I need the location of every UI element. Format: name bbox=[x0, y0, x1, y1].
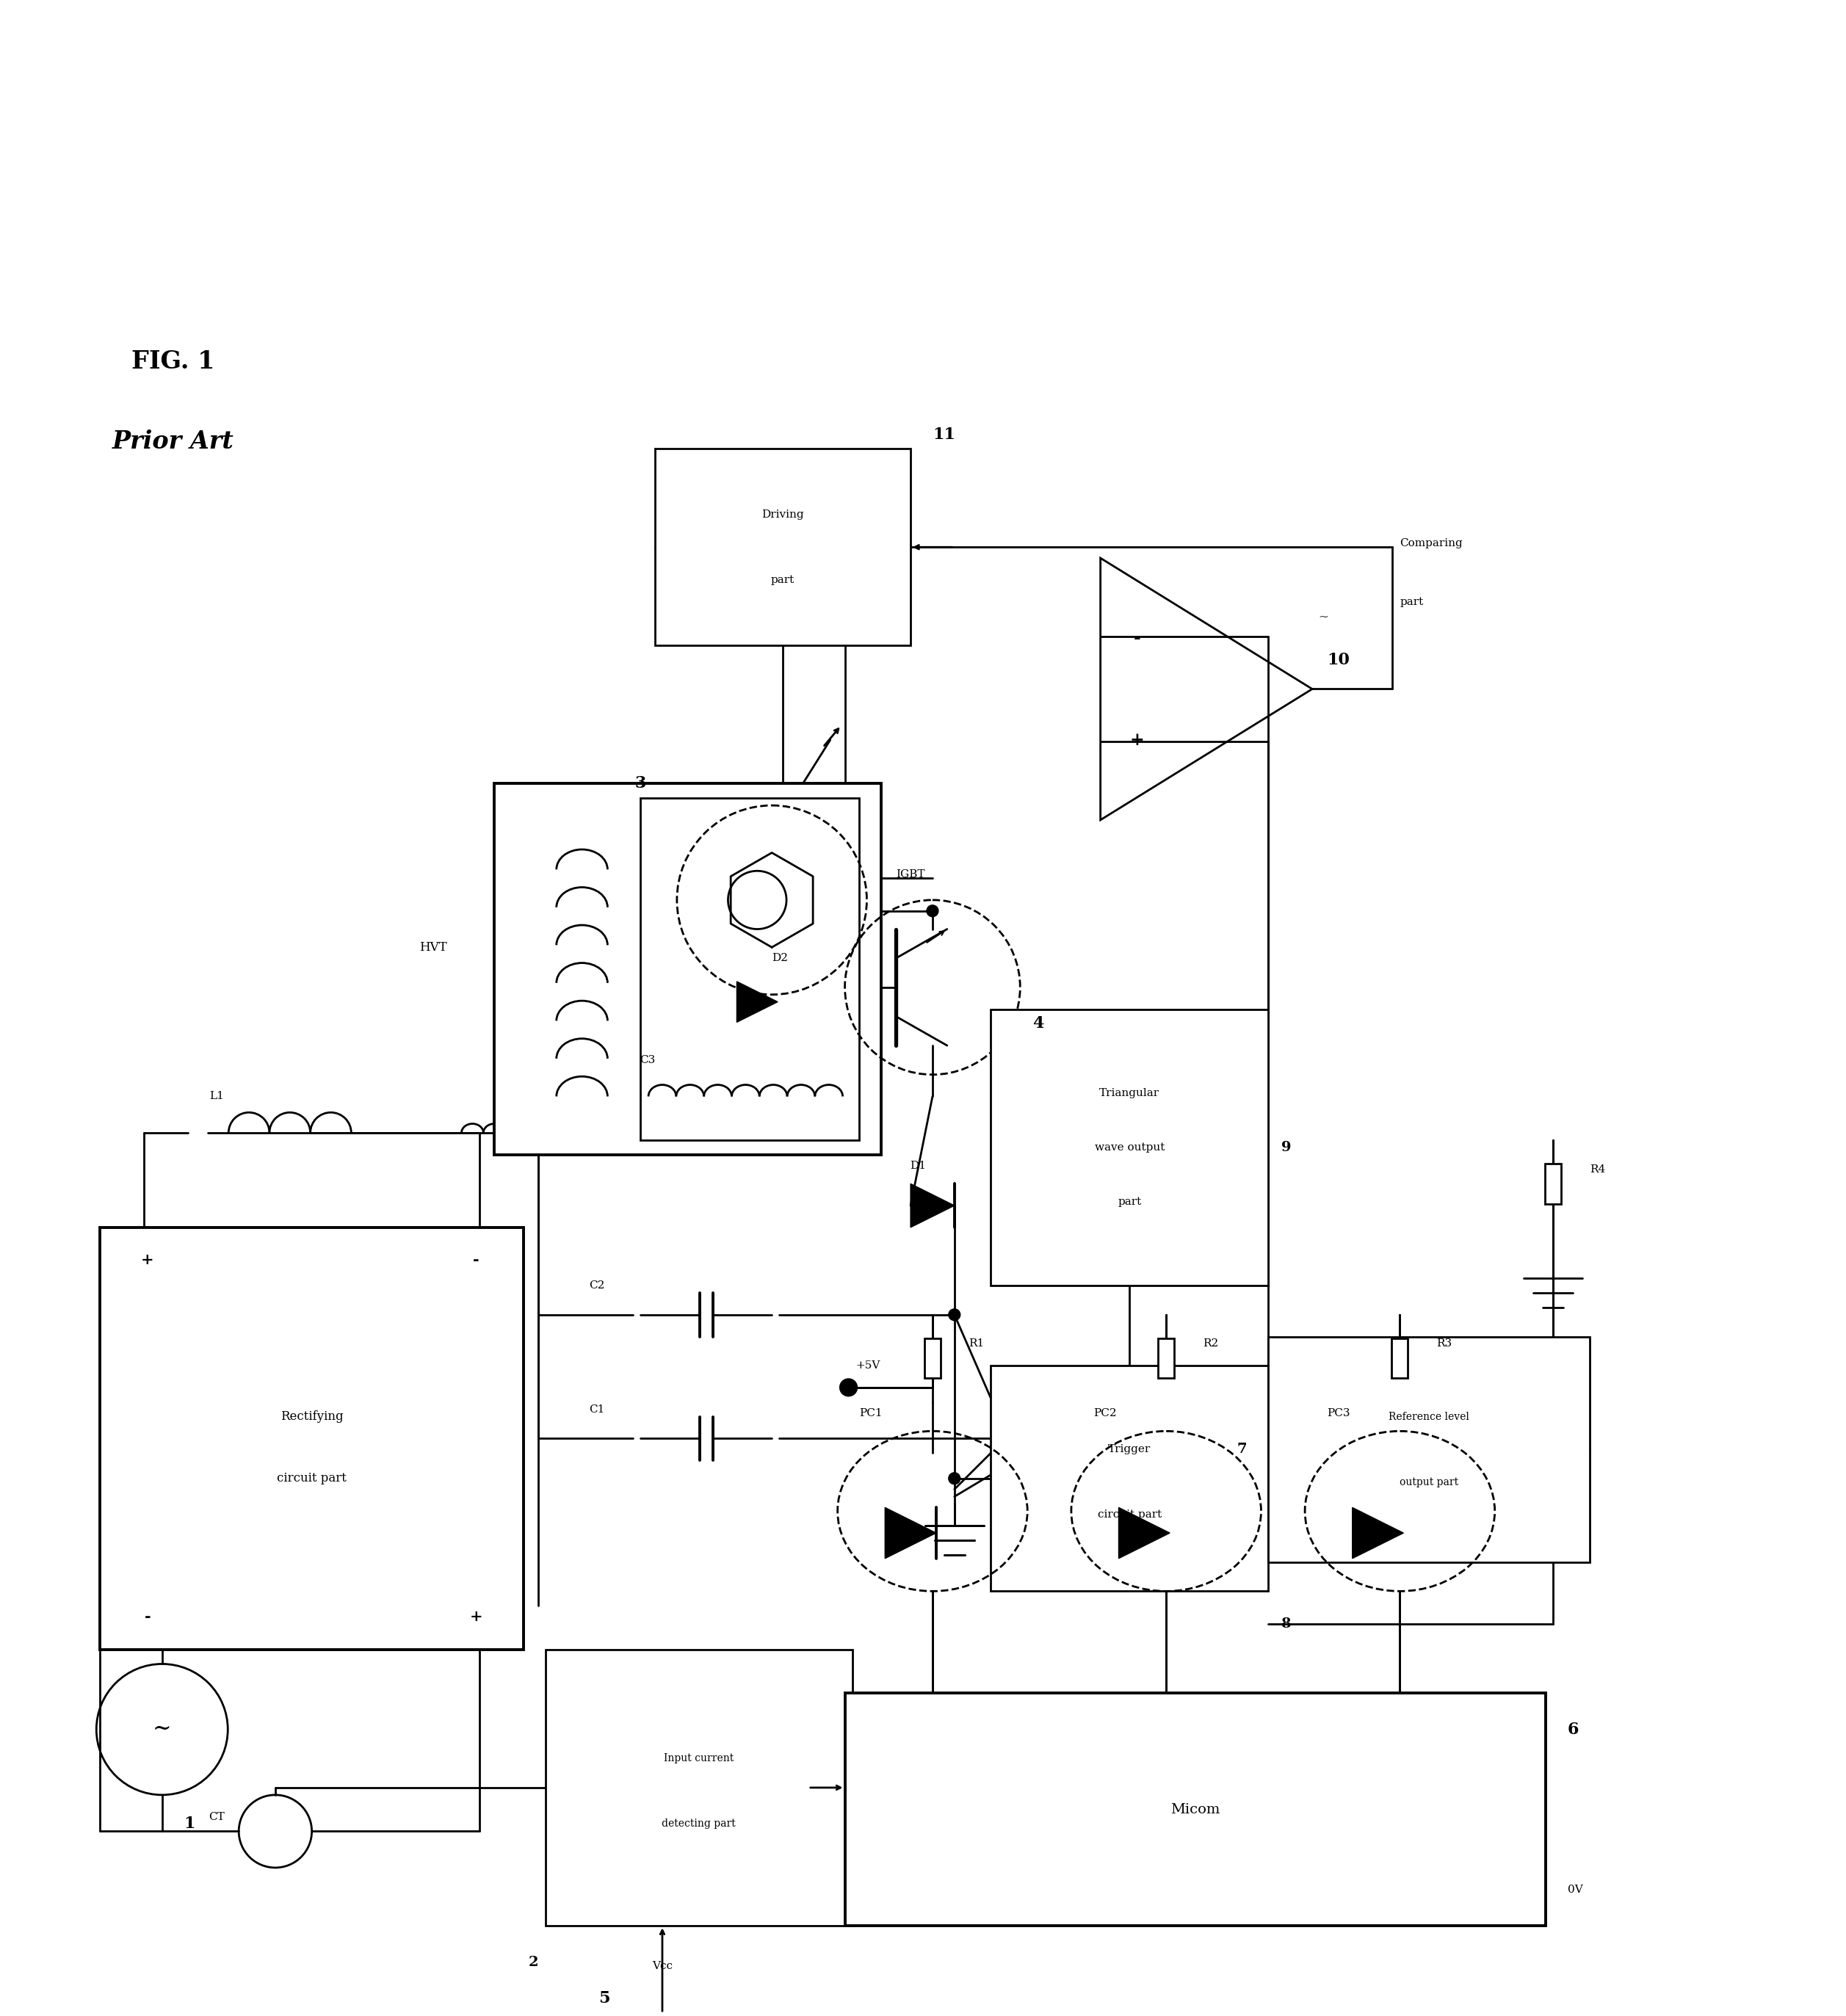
Text: detecting part: detecting part bbox=[663, 1818, 737, 1829]
Text: D2: D2 bbox=[772, 954, 788, 964]
Text: R4: R4 bbox=[1589, 1163, 1606, 1175]
Bar bbox=[1392, 1339, 1408, 1379]
Polygon shape bbox=[1353, 1508, 1403, 1558]
Text: Prior Art: Prior Art bbox=[113, 429, 234, 454]
Text: Rectifying: Rectifying bbox=[281, 1411, 343, 1423]
Text: -: - bbox=[473, 1252, 480, 1268]
Text: PC3: PC3 bbox=[1327, 1407, 1349, 1417]
Bar bbox=[495, 784, 881, 1155]
Text: output part: output part bbox=[1399, 1478, 1458, 1488]
Text: +5V: +5V bbox=[857, 1361, 881, 1371]
Bar bbox=[1268, 1337, 1589, 1562]
Text: R1: R1 bbox=[969, 1339, 984, 1349]
Bar bbox=[991, 1365, 1268, 1591]
Text: 3: 3 bbox=[635, 776, 646, 792]
Text: +: + bbox=[140, 1252, 153, 1268]
Text: C1: C1 bbox=[589, 1405, 604, 1415]
Text: ~: ~ bbox=[1318, 611, 1329, 623]
Text: +: + bbox=[1130, 732, 1145, 748]
Text: R2: R2 bbox=[1204, 1339, 1218, 1349]
Text: L1: L1 bbox=[210, 1091, 223, 1101]
Bar bbox=[1157, 1339, 1174, 1379]
Polygon shape bbox=[910, 1183, 954, 1228]
Text: wave output: wave output bbox=[1095, 1143, 1165, 1153]
Text: 2: 2 bbox=[528, 1956, 539, 1970]
Text: CT: CT bbox=[209, 1812, 225, 1822]
Text: 11: 11 bbox=[932, 425, 954, 442]
Text: 0V: 0V bbox=[1567, 1885, 1584, 1895]
Text: ~: ~ bbox=[153, 1718, 172, 1740]
Text: Micom: Micom bbox=[1170, 1802, 1220, 1816]
Bar bbox=[641, 798, 860, 1141]
Text: 10: 10 bbox=[1327, 651, 1349, 667]
Polygon shape bbox=[884, 1508, 936, 1558]
Text: 1: 1 bbox=[185, 1816, 196, 1833]
Bar bbox=[925, 1339, 940, 1379]
Text: D1: D1 bbox=[910, 1161, 927, 1171]
Text: Vcc: Vcc bbox=[652, 1962, 672, 1972]
Text: Input current: Input current bbox=[665, 1754, 735, 1764]
Bar bbox=[1545, 1163, 1562, 1204]
Text: PC2: PC2 bbox=[1093, 1407, 1117, 1417]
Text: part: part bbox=[1119, 1198, 1141, 1208]
Text: R3: R3 bbox=[1436, 1339, 1451, 1349]
Text: 7: 7 bbox=[1237, 1443, 1246, 1456]
Text: 8: 8 bbox=[1281, 1617, 1292, 1631]
Circle shape bbox=[840, 1379, 857, 1397]
Text: circuit part: circuit part bbox=[277, 1472, 347, 1484]
Text: Comparing: Comparing bbox=[1399, 538, 1462, 548]
Bar bbox=[845, 1693, 1545, 1925]
Text: PC1: PC1 bbox=[860, 1407, 882, 1417]
Polygon shape bbox=[737, 982, 777, 1022]
Circle shape bbox=[927, 905, 938, 917]
Circle shape bbox=[949, 1308, 960, 1320]
Text: 4: 4 bbox=[1032, 1016, 1045, 1032]
Text: 6: 6 bbox=[1567, 1722, 1578, 1738]
Text: circuit part: circuit part bbox=[1098, 1510, 1161, 1520]
Bar bbox=[545, 1649, 853, 1925]
Text: C3: C3 bbox=[639, 1054, 655, 1064]
Text: Trigger: Trigger bbox=[1108, 1443, 1152, 1454]
Text: Driving: Driving bbox=[762, 510, 805, 520]
Bar bbox=[991, 1010, 1268, 1286]
Circle shape bbox=[949, 1472, 960, 1484]
Text: -: - bbox=[144, 1609, 151, 1625]
Text: FIG. 1: FIG. 1 bbox=[131, 349, 214, 373]
Bar bbox=[100, 1228, 524, 1649]
Text: +: + bbox=[469, 1609, 482, 1625]
Text: Triangular: Triangular bbox=[1100, 1089, 1159, 1099]
Text: IGBT: IGBT bbox=[895, 869, 925, 879]
Polygon shape bbox=[1119, 1508, 1170, 1558]
Text: Reference level: Reference level bbox=[1388, 1411, 1469, 1421]
Text: HVT: HVT bbox=[419, 941, 447, 954]
Text: -: - bbox=[1133, 629, 1141, 647]
Text: part: part bbox=[1399, 597, 1423, 607]
Text: 5: 5 bbox=[598, 1990, 609, 2006]
Text: part: part bbox=[772, 575, 794, 585]
Text: 9: 9 bbox=[1281, 1141, 1292, 1153]
Bar bbox=[655, 450, 910, 645]
Text: C2: C2 bbox=[589, 1280, 604, 1290]
